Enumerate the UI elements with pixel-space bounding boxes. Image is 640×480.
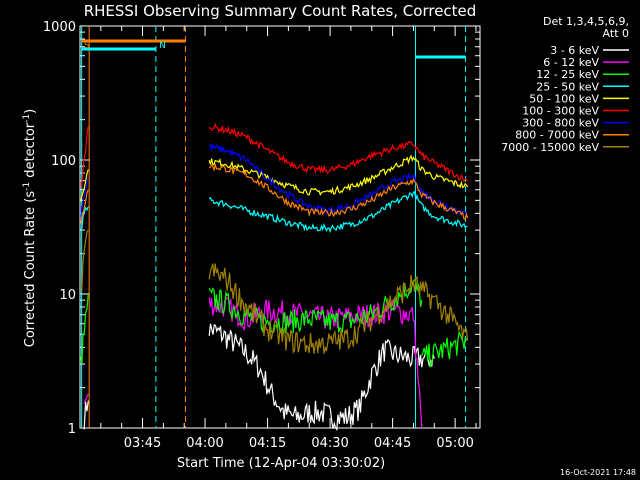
legend-label: 25 - 50 keV [536, 80, 599, 93]
series-line-3 [208, 190, 468, 234]
y-tick-label: 10 [59, 288, 76, 303]
flag-marker-letter: N [159, 41, 166, 51]
series-line-0 [83, 400, 89, 430]
legend-label: 6 - 12 keV [543, 56, 599, 69]
plot-frame [79, 25, 481, 429]
series-line-5 [80, 125, 89, 189]
x-tick-label: 03:45 [124, 436, 161, 451]
y-axis-label-main: Corrected Count Rate (s [23, 191, 38, 348]
legend-label: 50 - 100 keV [529, 92, 599, 105]
series-line-0 [208, 323, 435, 432]
series-line-5 [208, 122, 469, 183]
x-tick-label: 04:00 [186, 436, 223, 451]
legend-label: 3 - 6 keV [550, 44, 599, 57]
x-tick-label: 04:45 [374, 436, 411, 451]
series-line-8 [208, 263, 469, 355]
y-tick-label: 100 [51, 154, 76, 169]
y-axis-label-mid: detector [23, 122, 38, 182]
y-axis-label: Corrected Count Rate (s-1 detector-1) [22, 109, 38, 347]
chart-title: RHESSI Observing Summary Count Rates, Co… [84, 2, 477, 20]
x-tick-label: 05:00 [436, 436, 473, 451]
series-line-7 [80, 189, 89, 224]
plot-area: 1 10 100 1000 03:45 04:00 04:15 04:30 04:45 05:00… [43, 20, 481, 451]
legend-header-1: Det 1,3,4,5,6,9, [543, 15, 629, 28]
legend-label: 300 - 800 keV [522, 117, 599, 130]
series-line-1 [83, 393, 89, 405]
x-axis-label: Start Time (12-Apr-04 03:30:02) [177, 456, 385, 471]
legend-label: 12 - 25 keV [536, 68, 599, 81]
series-line-4 [208, 154, 469, 197]
x-tick-label: 04:30 [311, 436, 348, 451]
flag-marker-letter: S [84, 41, 90, 51]
legend-label: 100 - 300 keV [522, 105, 599, 118]
y-tick-label: 1000 [43, 20, 76, 35]
x-tick-label: 04:15 [249, 436, 286, 451]
y-axis-label-end: ) [23, 109, 38, 114]
legend-label: 7000 - 15000 keV [501, 141, 599, 154]
y-tick-label: 1 [68, 422, 76, 437]
series-line-7 [208, 162, 469, 221]
y-axis-label-sup1: -1 [22, 182, 32, 191]
series-line-8 [80, 229, 89, 291]
series-line-6 [208, 142, 469, 217]
legend-header-2: Att 0 [603, 27, 629, 40]
series-line-3 [80, 206, 89, 231]
series-line-4 [80, 169, 89, 202]
series-line-6 [80, 176, 89, 217]
series-line-2 [80, 293, 89, 364]
timestamp: 16-Oct-2021 17:48 [560, 468, 636, 477]
series-line-2 [421, 330, 469, 369]
y-axis-label-sup2: -1 [22, 114, 32, 123]
legend-label: 800 - 7000 keV [515, 129, 599, 142]
